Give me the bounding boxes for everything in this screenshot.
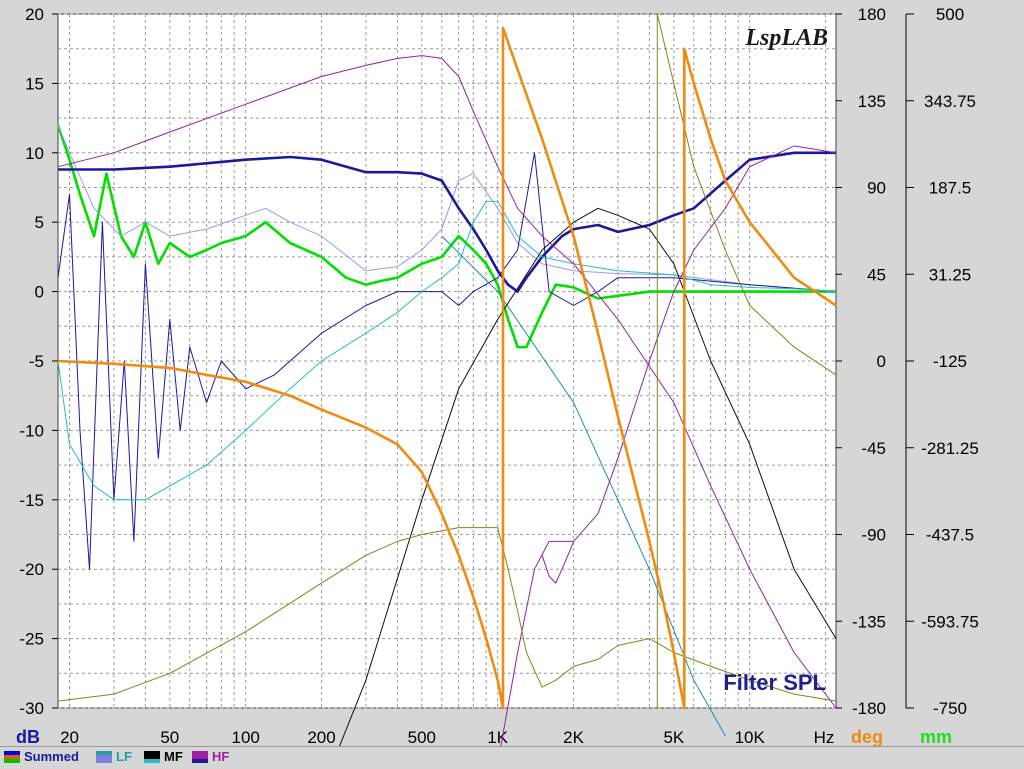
- series-layer: [56, 13, 837, 746]
- y-left-tick-label: -30: [19, 699, 44, 718]
- series-lf-slope-line: [441, 235, 726, 737]
- y-left-tick-label: 5: [35, 213, 44, 232]
- series-phase-line: [57, 26, 837, 710]
- axes: 20 50 100 200 500 1K 2K 5K 10K Hz20151050-5-10-15…: [16, 5, 979, 746]
- grid: [58, 13, 836, 709]
- y-left-tick-label: 15: [25, 74, 44, 93]
- y-left-tick-label: -25: [19, 630, 44, 649]
- series-summed-line: [56, 124, 836, 349]
- legend-swatch: [192, 751, 208, 763]
- series-hf-detail-line: [541, 541, 575, 584]
- y-phase-tick-label: -90: [861, 526, 886, 545]
- legend-label: Summed: [24, 749, 79, 764]
- y-left-tick-label: -10: [19, 421, 44, 440]
- series-summed-phase-line: [57, 152, 837, 570]
- x-tick-label: 5K: [663, 728, 684, 746]
- x-tick-label: 2K: [563, 728, 584, 746]
- x-tick-label: 100: [231, 728, 259, 746]
- x-tick-label: 1K: [487, 728, 508, 746]
- y-delay-tick-label: 187.5: [929, 179, 972, 198]
- y-left-tick-label: -15: [19, 491, 44, 510]
- y-left-tick-label: -20: [19, 560, 44, 579]
- y-left-tick-label: 10: [25, 144, 44, 163]
- series-lf-line: [58, 151, 836, 293]
- y-phase-tick-label: -135: [852, 612, 886, 631]
- series-summed-raw-line: [57, 124, 837, 293]
- y-phase-tick-label: -45: [861, 439, 886, 458]
- legend-label: HF: [212, 749, 230, 764]
- series-hf-line: [57, 55, 837, 709]
- y-delay-tick-label: 31.25: [929, 265, 972, 284]
- y-delay-tick-label: 343.75: [924, 92, 976, 111]
- y-delay-tick-label: -593.75: [921, 612, 979, 631]
- series-lf-filter-line: [57, 200, 837, 501]
- y-left-tick-label: 20: [25, 5, 44, 24]
- legend-label: MF: [164, 749, 183, 764]
- x-tick-label: 500: [408, 728, 436, 746]
- y-left-tick-label: -5: [29, 352, 44, 371]
- frequency-response-chart: 20 50 100 200 500 1K 2K 5K 10K Hz20151050-5-10-15…: [16, 5, 979, 746]
- x-tick-label: 200: [307, 728, 335, 746]
- x-tick-label: 50: [160, 728, 179, 746]
- y-delay-tick-label: -437.5: [926, 526, 974, 545]
- legend-swatch: [144, 751, 160, 763]
- y-delay-tick-label: 500: [936, 5, 964, 24]
- legend-label: LF: [116, 749, 132, 764]
- y-phase-tick-label: 180: [858, 5, 886, 24]
- y-phase-tick-label: 45: [867, 265, 886, 284]
- y-delay-tick-label: -750: [933, 699, 967, 718]
- y-delay-unit-label: mm: [920, 727, 952, 746]
- y-left-tick-label: 0: [35, 283, 44, 302]
- x-unit-label: Hz: [814, 728, 835, 746]
- y-left-unit-label: dB: [16, 727, 40, 746]
- series-mf-line: [339, 207, 837, 746]
- legend-swatch: [4, 751, 20, 763]
- brand-label: LspLAB: [744, 25, 828, 51]
- caption-label: Filter SPL: [723, 670, 826, 695]
- y-phase-tick-label: 135: [858, 92, 886, 111]
- series-hf-rise-line: [500, 145, 837, 746]
- legend-swatch: [96, 751, 112, 763]
- y-phase-tick-label: 90: [867, 179, 886, 198]
- legend: Summed LF MF HF: [0, 746, 1024, 769]
- y-delay-tick-label: -125: [933, 352, 967, 371]
- y-phase-tick-label: 0: [877, 352, 886, 371]
- x-tick-label: 20: [60, 728, 79, 746]
- series-group-delay-line: [656, 13, 837, 708]
- y-phase-tick-label: -180: [852, 699, 886, 718]
- x-tick-label: 10K: [735, 728, 766, 746]
- y-phase-unit-label: deg: [851, 727, 883, 746]
- y-delay-tick-label: -281.25: [921, 439, 979, 458]
